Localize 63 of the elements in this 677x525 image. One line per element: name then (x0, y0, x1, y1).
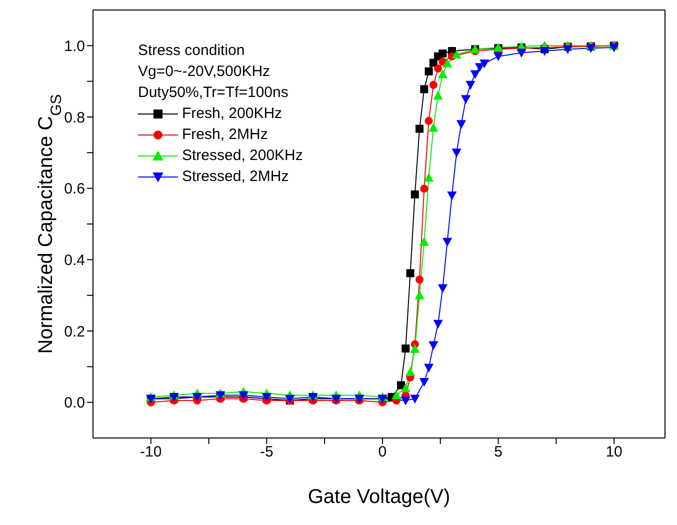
legend-label: Stressed, 2MHz (182, 167, 289, 187)
point (433, 90, 443, 100)
point (397, 381, 405, 390)
point (416, 124, 424, 133)
point (420, 184, 428, 193)
x-tick-label: 0 (378, 444, 387, 461)
y-tick-label: 0.6 (64, 180, 85, 198)
x-tick-label: 5 (494, 444, 502, 461)
point (456, 120, 466, 129)
point (461, 95, 471, 104)
point (586, 44, 596, 53)
point (414, 290, 424, 300)
point (516, 48, 526, 58)
point (466, 80, 476, 90)
point (438, 50, 447, 58)
point (433, 320, 443, 329)
point (424, 116, 433, 125)
point (416, 276, 424, 284)
y-tick-label: 0.4 (64, 252, 85, 269)
legend-label: Fresh, 2MHz (182, 125, 268, 145)
point (438, 284, 448, 293)
y-tick-label: 0.2 (64, 323, 85, 340)
x-tick-label: -10 (140, 444, 162, 461)
point (420, 85, 428, 94)
y-tick-label: 0.0 (64, 394, 85, 412)
point (410, 190, 419, 198)
point (392, 390, 402, 400)
point (452, 148, 462, 158)
point (540, 47, 550, 56)
point (434, 64, 442, 72)
point (406, 269, 414, 278)
y-tick-label: 1.0 (64, 38, 85, 55)
point (429, 80, 438, 89)
point (402, 344, 410, 352)
x-axis-title: Gate Voltage(V) (308, 486, 450, 508)
legend-label: Fresh, 200KHz (182, 104, 282, 124)
point (428, 341, 438, 350)
point (410, 394, 420, 404)
point (400, 383, 410, 392)
point (609, 43, 619, 52)
point (452, 50, 462, 59)
x-tick-label: -5 (260, 444, 274, 461)
point (410, 344, 420, 353)
point (419, 378, 429, 387)
point (400, 396, 410, 406)
point (562, 45, 573, 54)
point (447, 191, 457, 200)
point (480, 60, 490, 68)
point (428, 122, 438, 132)
point (405, 367, 416, 376)
legend-label: Stressed, 200KHz (182, 146, 303, 166)
point (470, 70, 480, 79)
x-tick-label: 10 (606, 444, 622, 461)
point (442, 238, 452, 247)
point (442, 58, 452, 68)
point (424, 364, 434, 373)
point (438, 69, 448, 78)
point (419, 237, 429, 246)
point (493, 52, 504, 62)
legend-title: Stress condition Vg=0~-20V,500KHz Duty50%,Tr=Tf=100ns (138, 41, 290, 103)
point (424, 172, 434, 182)
point (424, 67, 433, 76)
y-tick-label: 0.8 (64, 109, 85, 126)
